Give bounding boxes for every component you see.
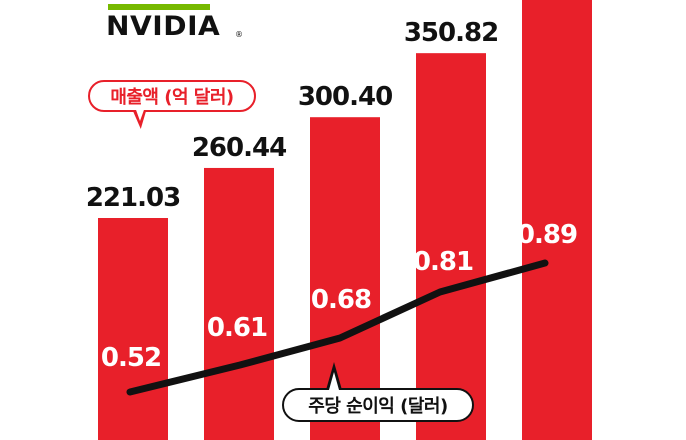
- revenue-bar-3: [310, 117, 380, 440]
- eps-legend-callout: 주당 순이익 (달러): [282, 388, 474, 422]
- revenue-bar-1: [98, 218, 168, 440]
- eps-value-label-2: 0.61: [207, 313, 267, 343]
- revenue-value-label-3: 300.40: [298, 82, 392, 112]
- registered-mark: ®: [235, 30, 243, 39]
- nvidia-logo: NVIDIA ®: [102, 4, 243, 44]
- revenue-bar-2: [204, 167, 274, 440]
- revenue-bar-4: [416, 53, 486, 440]
- eps-legend-label: 주당 순이익 (달러): [308, 396, 448, 417]
- eps-value-label-1: 0.52: [101, 343, 161, 373]
- logo-text: NVIDIA: [106, 11, 221, 42]
- revenue-callout-tail-inner: [135, 107, 145, 121]
- eps-value-label-4: 0.81: [413, 247, 473, 277]
- revenue-legend-label: 매출액 (억 달러): [110, 87, 234, 108]
- revenue-bar-5: [522, 0, 592, 440]
- revenue-value-label-4: 350.82: [404, 18, 498, 48]
- eps-value-label-5: 0.89: [517, 220, 577, 250]
- revenue-value-label-1: 221.03: [86, 183, 180, 213]
- revenue-value-label-2: 260.44: [192, 133, 286, 163]
- eps-value-label-3: 0.68: [311, 285, 371, 315]
- eps-line: [126, 259, 549, 396]
- revenue-legend-callout: 매출액 (억 달러): [88, 80, 256, 112]
- eps-callout-tail-inner: [329, 372, 339, 390]
- logo-green-bar: [108, 4, 210, 10]
